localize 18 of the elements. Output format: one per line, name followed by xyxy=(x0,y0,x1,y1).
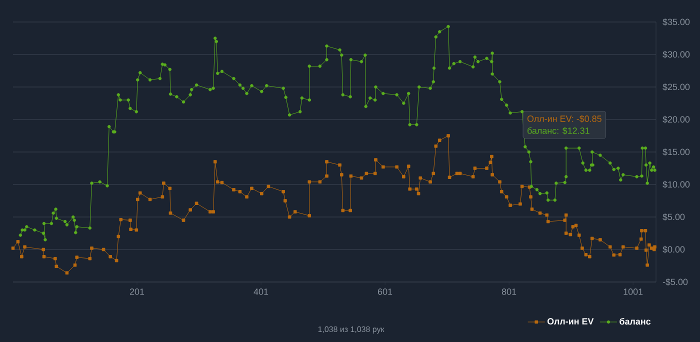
y-tick-label: $5.00 xyxy=(662,213,685,221)
y-tick-label: $10.00 xyxy=(662,180,690,188)
y-tick-label: $20.00 xyxy=(662,116,690,124)
x-tick-label: 801 xyxy=(502,288,516,295)
y-tick-label: $25.00 xyxy=(662,83,690,91)
y-tick-label: $0.00 xyxy=(662,246,685,254)
legend-label: Олл-ин EV xyxy=(547,318,594,324)
y-tick-label: -$5.00 xyxy=(662,278,688,286)
annotation: баланс: $12.31 xyxy=(528,127,590,134)
x-tick-label: 401 xyxy=(254,288,268,295)
x-tick-label: 1001 xyxy=(624,288,643,295)
y-tick-label: $35.00 xyxy=(662,18,690,26)
y-tick-label: $30.00 xyxy=(662,50,690,58)
annotation: Олл-ин EV: -$0.85 xyxy=(527,115,602,122)
x-tick-label: 601 xyxy=(378,288,392,295)
y-tick-label: $15.00 xyxy=(662,148,690,156)
legend-label: баланс xyxy=(620,318,651,325)
x-tick-label: 201 xyxy=(130,288,144,295)
